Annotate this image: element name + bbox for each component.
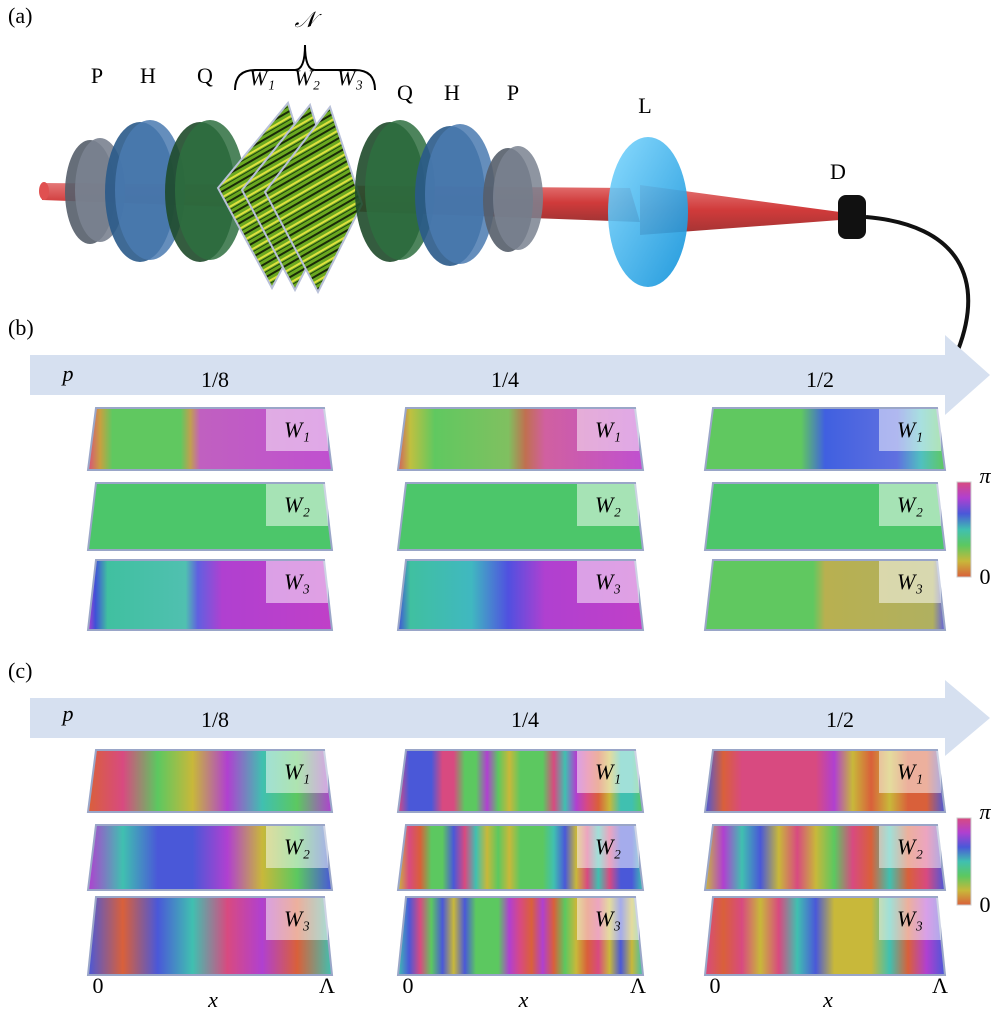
plate-label: W₂ (897, 834, 923, 859)
component-label: Q (397, 80, 413, 105)
plate-label: W₁ (595, 759, 621, 784)
column-label: 1/4 (491, 367, 519, 392)
axis-label: 0 (710, 973, 721, 998)
plate-label: W₁ (249, 65, 275, 90)
colorbar-label: 0 (980, 564, 991, 589)
component-label: H (444, 80, 460, 105)
lens-label: L (638, 93, 651, 118)
plate-label: W₂ (595, 492, 621, 517)
plate-label: W₁ (897, 759, 923, 784)
axis-label: x (207, 987, 218, 1012)
plate-label: W₃ (337, 65, 363, 90)
column-label: 1/2 (806, 367, 834, 392)
axis-label: 0 (403, 973, 414, 998)
detector (838, 195, 968, 350)
beam-end (39, 182, 49, 200)
plate-label: W₁ (897, 417, 923, 442)
figure: (a) 𝒩 (b) (c) P H Q W₁ W₂ W₃ Q H P L D 1/8 1/4 1/2 p W₁… (0, 0, 995, 1014)
column-label: 1/8 (201, 707, 229, 732)
panel-label: (c) (8, 658, 32, 683)
colorbar-label: 0 (980, 892, 991, 917)
component-label: P (507, 80, 519, 105)
plate-label: W₂ (284, 492, 310, 517)
component-label: Q (197, 63, 213, 88)
plate-label: W₁ (595, 417, 621, 442)
plates (218, 103, 362, 292)
plate-label: W₂ (595, 834, 621, 859)
axis-label: Λ (932, 973, 948, 998)
axis-label: 0 (93, 973, 104, 998)
panel-label: (b) (8, 315, 34, 340)
parameter-label: p (61, 361, 74, 386)
axis-label: Λ (319, 973, 335, 998)
axis-label: x (518, 987, 529, 1012)
detector-label: D (830, 159, 846, 184)
plate-label: W₃ (897, 569, 923, 594)
axis-label: Λ (630, 973, 646, 998)
group-label: 𝒩 (294, 7, 322, 32)
optics-before (65, 120, 245, 262)
plate-label: W₃ (284, 906, 310, 931)
colorbar-label: π (979, 463, 991, 488)
colorbar-label: π (979, 799, 991, 824)
optics-after (355, 120, 688, 287)
plate-label: W₂ (294, 65, 320, 90)
column-label: 1/2 (826, 707, 854, 732)
parameter-label: p (61, 701, 74, 726)
panel-label: (a) (8, 3, 32, 28)
plate-label: W₃ (897, 906, 923, 931)
plate-label: W₃ (595, 569, 621, 594)
component-label: P (91, 63, 103, 88)
column-label: 1/8 (201, 367, 229, 392)
plate-label: W₂ (897, 492, 923, 517)
plate-label: W₂ (284, 834, 310, 859)
plate-label: W₁ (284, 759, 310, 784)
plate-label: W₁ (284, 417, 310, 442)
plate-label: W₃ (595, 906, 621, 931)
axis-label: x (822, 987, 833, 1012)
plate-label: W₃ (284, 569, 310, 594)
column-label: 1/4 (511, 707, 539, 732)
colorbar (957, 818, 971, 905)
colorbar (957, 482, 971, 577)
component-label: H (140, 63, 156, 88)
